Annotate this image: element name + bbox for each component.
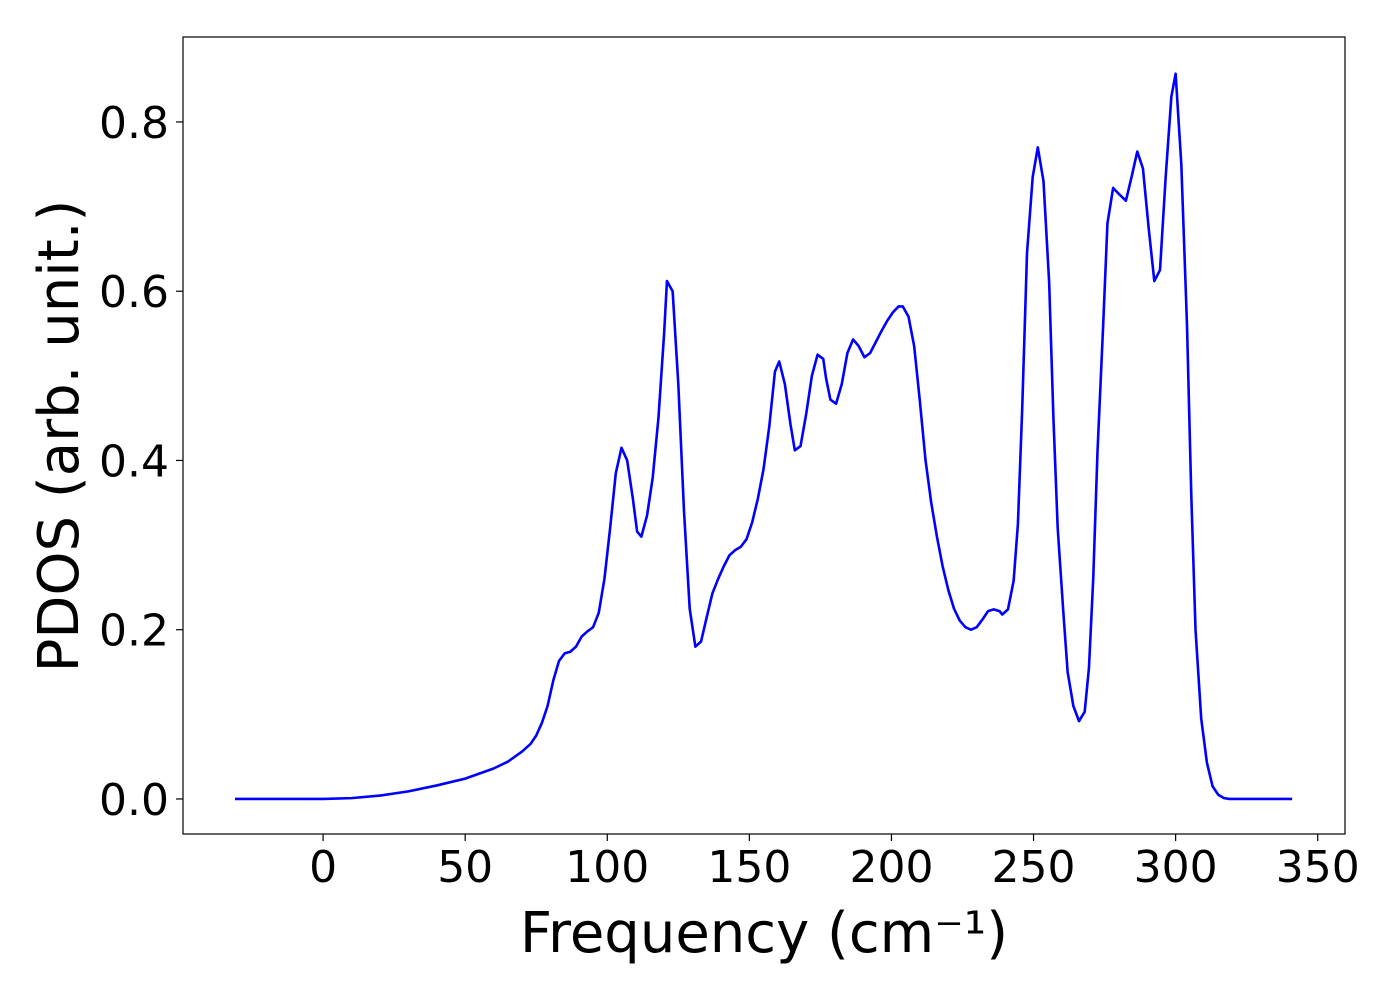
x-tick-label: 100 <box>565 842 649 893</box>
y-tick-label: 0.4 <box>99 436 169 487</box>
data-line <box>235 72 1293 801</box>
y-axis-label: PDOS (arb. unit.) <box>27 200 92 673</box>
x-tick-label: 0 <box>309 842 337 893</box>
x-tick-label: 150 <box>707 842 791 893</box>
x-axis-label: Frequency (cm⁻¹) <box>520 901 1008 966</box>
y-tick-label: 0.6 <box>99 267 169 318</box>
plot-frame <box>182 36 1346 835</box>
y-tick-label: 0.0 <box>99 775 169 826</box>
x-tick-label: 250 <box>992 842 1076 893</box>
x-tick-label: 50 <box>437 842 493 893</box>
x-tick-label: 350 <box>1276 842 1360 893</box>
y-tick-label: 0.8 <box>99 98 169 149</box>
x-tick-label: 200 <box>849 842 933 893</box>
x-tick-label: 300 <box>1134 842 1218 893</box>
y-tick-label: 0.2 <box>99 606 169 657</box>
